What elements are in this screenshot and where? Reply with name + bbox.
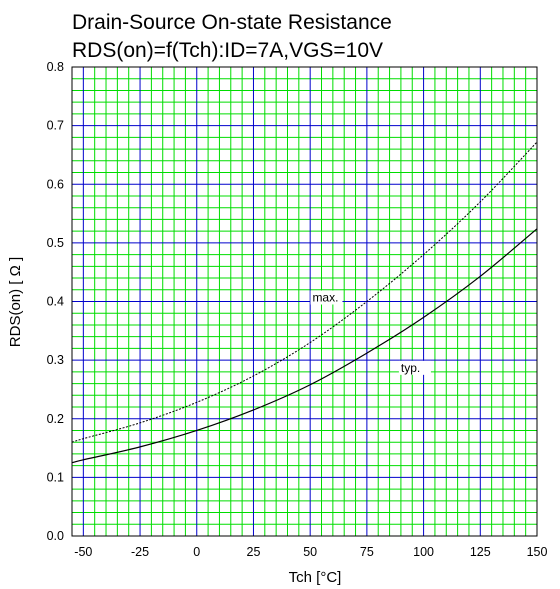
y-tick-label: 0.6	[47, 177, 64, 191]
annotation-label: max.	[312, 291, 338, 305]
x-tick-label: 50	[303, 545, 317, 559]
annotation-bg	[310, 290, 343, 305]
y-tick-labels: 0.0 0.1 0.2 0.3 0.4 0.5 0.6 0.7 0.8	[47, 60, 64, 543]
y-tick-label: 0.4	[47, 295, 64, 309]
x-tick-label: 25	[247, 545, 261, 559]
annotations: max. typ.	[310, 290, 431, 375]
x-tick-label: -25	[131, 545, 149, 559]
y-tick-label: 0.8	[47, 60, 64, 74]
annotation-bg	[398, 360, 431, 375]
series-line-typ	[71, 228, 538, 464]
y-tick-label: 0.7	[47, 119, 64, 133]
chart-title: Drain-Source On-state Resistance	[72, 11, 392, 34]
x-tick-label: 100	[413, 545, 434, 559]
series-line-max	[71, 141, 538, 443]
plot-frame	[71, 66, 538, 537]
y-tick-label: 0.5	[47, 236, 64, 250]
x-tick-label: 150	[527, 545, 548, 559]
y-axis-label: RDS(on) [ Ω ]	[7, 257, 24, 347]
x-tick-label: -50	[74, 545, 92, 559]
x-tick-label: 0	[193, 545, 200, 559]
x-tick-label: 75	[360, 545, 374, 559]
y-tick-label: 0.1	[47, 470, 64, 484]
x-tick-label: 125	[470, 545, 491, 559]
x-axis-label: Tch [°C]	[289, 569, 342, 586]
series-layer	[71, 141, 538, 464]
y-tick-label: 0.0	[47, 529, 64, 543]
x-tick-labels: -50 -25 0 25 50 75 100 125 150	[74, 545, 547, 559]
annotation-label: typ.	[401, 361, 420, 375]
y-tick-label: 0.2	[47, 412, 64, 426]
chart-subtitle: RDS(on)=f(Tch):ID=7A,VGS=10V	[72, 39, 383, 62]
y-tick-label: 0.3	[47, 353, 64, 367]
